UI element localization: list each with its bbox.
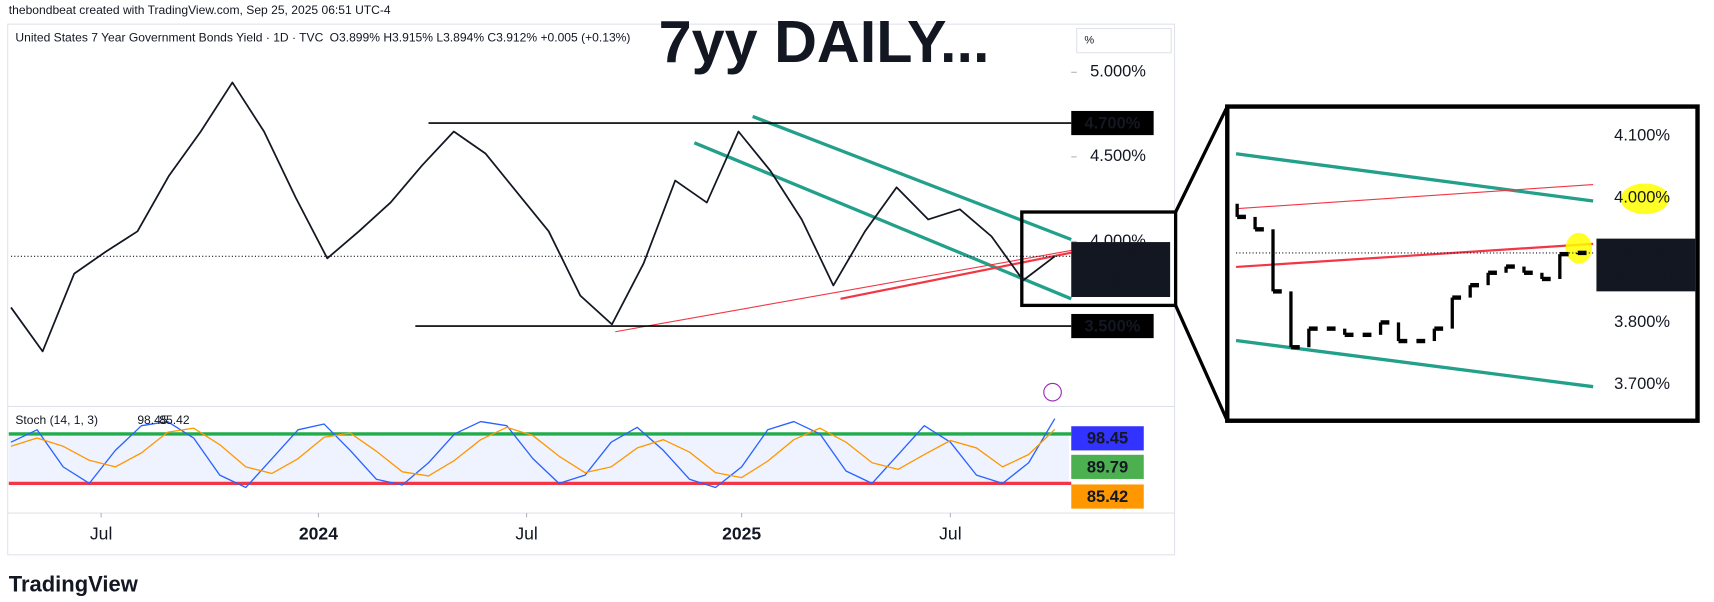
countdown: 10:38:03 <box>1089 272 1153 290</box>
stoch-k-label-box <box>1071 426 1144 451</box>
price-line <box>10 426 1056 479</box>
stoch-legend-value: 85.42 <box>159 413 190 427</box>
stoch-level-label-box <box>1071 454 1144 479</box>
unit-label: % <box>1084 35 1094 47</box>
inset-last-box <box>1596 238 1696 292</box>
last-price-label: 3.912% <box>1085 245 1145 265</box>
x-tick-label: Jul <box>515 524 537 544</box>
unit-box <box>1076 28 1172 54</box>
inset-frame <box>1225 104 1700 423</box>
price-line <box>10 81 1056 353</box>
trend-line <box>1236 184 1594 210</box>
highlight <box>1565 232 1593 264</box>
inset-y-tick-label: 3.800% <box>1614 313 1670 331</box>
trend-line <box>1235 242 1594 269</box>
y-tick-label: 4.500% <box>1090 147 1146 165</box>
trend-lines <box>615 104 1700 423</box>
inset-countdown: 10:37:31 <box>1613 267 1677 285</box>
alert-icon <box>1043 382 1062 402</box>
stoch-legend-value: 98.45 <box>137 413 168 427</box>
zoom-connector <box>1174 304 1229 422</box>
channel-line <box>752 114 1072 242</box>
level-label-box <box>1071 110 1154 136</box>
inset-y-tick-label: 4.000% <box>1614 189 1670 207</box>
x-tick-label: 2024 <box>299 524 338 544</box>
channel-line <box>1235 152 1594 203</box>
symbol-title: United States 7 Year Government Bonds Yi… <box>15 31 323 45</box>
x-tick-label: 2025 <box>722 524 761 544</box>
x-tick-label: Jul <box>90 524 112 544</box>
header: thebondbeat created with TradingView.com… <box>9 3 391 17</box>
chart-title: 7yy DAILY... <box>659 8 990 75</box>
inset-y-tick-label: 4.100% <box>1614 127 1670 145</box>
level-label-box <box>1071 313 1154 339</box>
stoch-d-label: 85.42 <box>1087 488 1128 506</box>
level-label: 3.500% <box>1085 317 1141 335</box>
zoom-box <box>1020 210 1178 308</box>
trend-line <box>615 249 1072 333</box>
highlight <box>1620 183 1669 215</box>
stoch-k-label: 98.45 <box>1087 430 1128 448</box>
last-price-box <box>1071 242 1171 297</box>
ohlc-legend: O3.899% H3.915% L3.894% C3.912% +0.005 (… <box>330 31 631 45</box>
x-tick-label: Jul <box>939 524 961 544</box>
stoch-title: Stoch (14, 1, 3) <box>15 413 98 427</box>
zoom-connector <box>1174 105 1229 213</box>
stoch-level-label: 89.79 <box>1087 458 1128 476</box>
trend-line <box>840 251 1072 300</box>
level-label: 4.700% <box>1085 114 1141 132</box>
channel-line <box>1235 338 1594 389</box>
inset-y-tick-label: 3.700% <box>1614 375 1670 393</box>
stoch-d-label-box <box>1071 484 1144 509</box>
band-fill <box>8 433 1070 484</box>
inset-last-label: 3.912% <box>1611 242 1671 262</box>
logo: TradingView <box>9 571 139 596</box>
channel-line <box>693 141 1072 301</box>
y-tick-label: 5.000% <box>1090 63 1146 81</box>
price-line <box>10 418 1056 489</box>
